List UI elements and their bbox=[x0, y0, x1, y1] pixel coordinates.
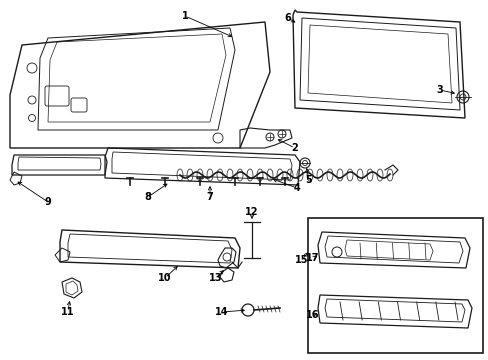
Text: 16: 16 bbox=[305, 310, 319, 320]
Text: 10: 10 bbox=[158, 273, 171, 283]
Text: 14: 14 bbox=[215, 307, 228, 317]
Text: 7: 7 bbox=[206, 192, 213, 202]
Text: 1: 1 bbox=[181, 11, 188, 21]
Text: 4: 4 bbox=[293, 183, 300, 193]
Text: 17: 17 bbox=[305, 253, 319, 263]
Text: 3: 3 bbox=[436, 85, 443, 95]
Bar bbox=[307, 218, 482, 353]
Text: 12: 12 bbox=[245, 207, 258, 217]
Text: 9: 9 bbox=[44, 197, 51, 207]
Text: 11: 11 bbox=[61, 307, 75, 317]
Text: 5: 5 bbox=[305, 175, 312, 185]
Text: 15: 15 bbox=[295, 255, 308, 265]
Text: 13: 13 bbox=[209, 273, 223, 283]
Text: 6: 6 bbox=[284, 13, 291, 23]
Text: 2: 2 bbox=[291, 143, 298, 153]
Text: 8: 8 bbox=[144, 192, 151, 202]
